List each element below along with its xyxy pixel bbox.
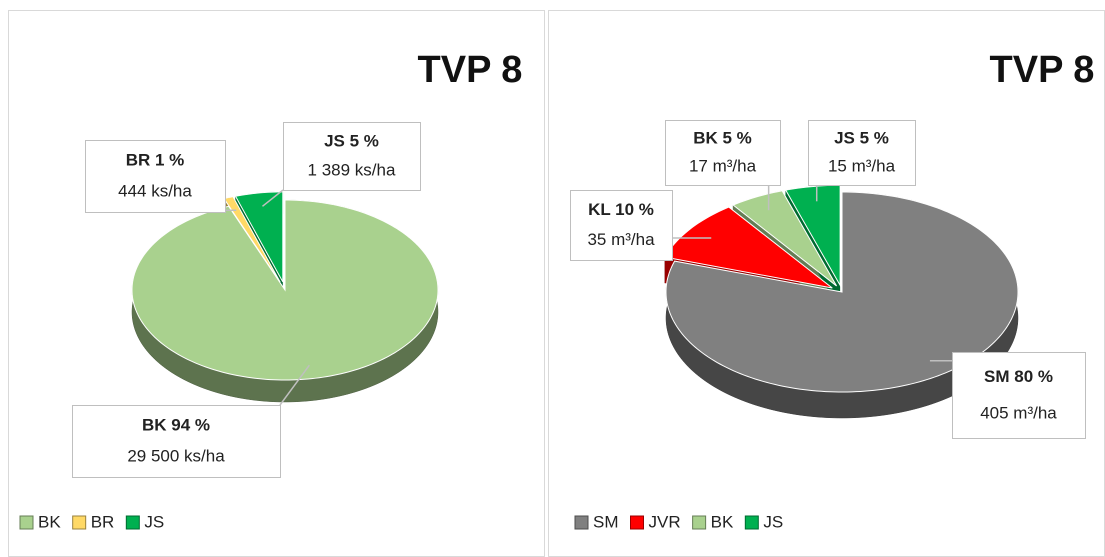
amount-label: 444 ks/ha: [118, 181, 192, 200]
leader-line: [279, 364, 310, 406]
label-name: BK: [693, 129, 718, 148]
label-box: [72, 405, 281, 478]
slice: [131, 199, 439, 381]
leader-line: [261, 189, 284, 207]
amount-label: 35 m³/ha: [587, 230, 655, 249]
label-name: JS: [834, 129, 855, 148]
legend-label: SM: [593, 512, 619, 531]
amount-label: 29 500 ks/ha: [127, 446, 225, 465]
legend-label: BK: [711, 512, 734, 531]
slice: [234, 191, 284, 283]
legend-swatch: [72, 515, 87, 530]
label-box: [570, 190, 673, 261]
pie-tops: [664, 184, 1019, 393]
data-label: BK 5 %: [693, 129, 752, 148]
legend-label: JS: [144, 512, 164, 531]
data-label: BK 94 %: [142, 416, 210, 435]
label-box: [808, 120, 916, 186]
label-name: BK: [142, 416, 167, 435]
legend-swatch: [574, 515, 589, 530]
amount-label: 405 m³/ha: [980, 403, 1057, 422]
label-value: 10 %: [615, 200, 654, 219]
legend-label: BK: [38, 512, 61, 531]
chart-title: TVP 8: [418, 49, 523, 91]
slice: [732, 190, 837, 287]
label-name: KL: [588, 200, 610, 219]
legend-swatch: [125, 515, 140, 530]
label-value: 5 %: [723, 129, 752, 148]
chart-title: TVP 8: [990, 49, 1095, 91]
legend-swatch: [692, 515, 707, 530]
label-value: 5 %: [860, 129, 889, 148]
label-name: BR: [126, 151, 151, 170]
label-box: [952, 352, 1086, 439]
amount-label: 17 m³/ha: [689, 156, 757, 175]
legend-swatch: [630, 515, 644, 530]
label-name: SM: [984, 367, 1010, 386]
label-box: [283, 122, 421, 191]
amount-label: 1 389 ks/ha: [308, 160, 396, 179]
label-value: 80 %: [1014, 367, 1053, 386]
pie-tops: [131, 191, 439, 381]
legend-label: BR: [91, 512, 115, 531]
data-label: KL 10 %: [588, 200, 654, 219]
label-value: 5 %: [350, 132, 379, 151]
label-box: [665, 120, 781, 186]
label-value: 94 %: [171, 416, 210, 435]
legend-label: JVR: [649, 512, 681, 531]
data-label: BR 1 %: [126, 151, 185, 170]
legend-label: JS: [763, 512, 783, 531]
label-value: 1 %: [155, 151, 184, 170]
label-name: JS: [324, 132, 345, 151]
data-label: SM 80 %: [984, 367, 1053, 386]
amount-label: 15 m³/ha: [828, 156, 896, 175]
label-box: [85, 140, 226, 213]
slice: [665, 191, 1019, 393]
legend-swatch: [19, 515, 34, 530]
data-label: JS 5 %: [324, 132, 379, 151]
legend-swatch: [744, 515, 759, 530]
data-label: JS 5 %: [834, 129, 889, 148]
